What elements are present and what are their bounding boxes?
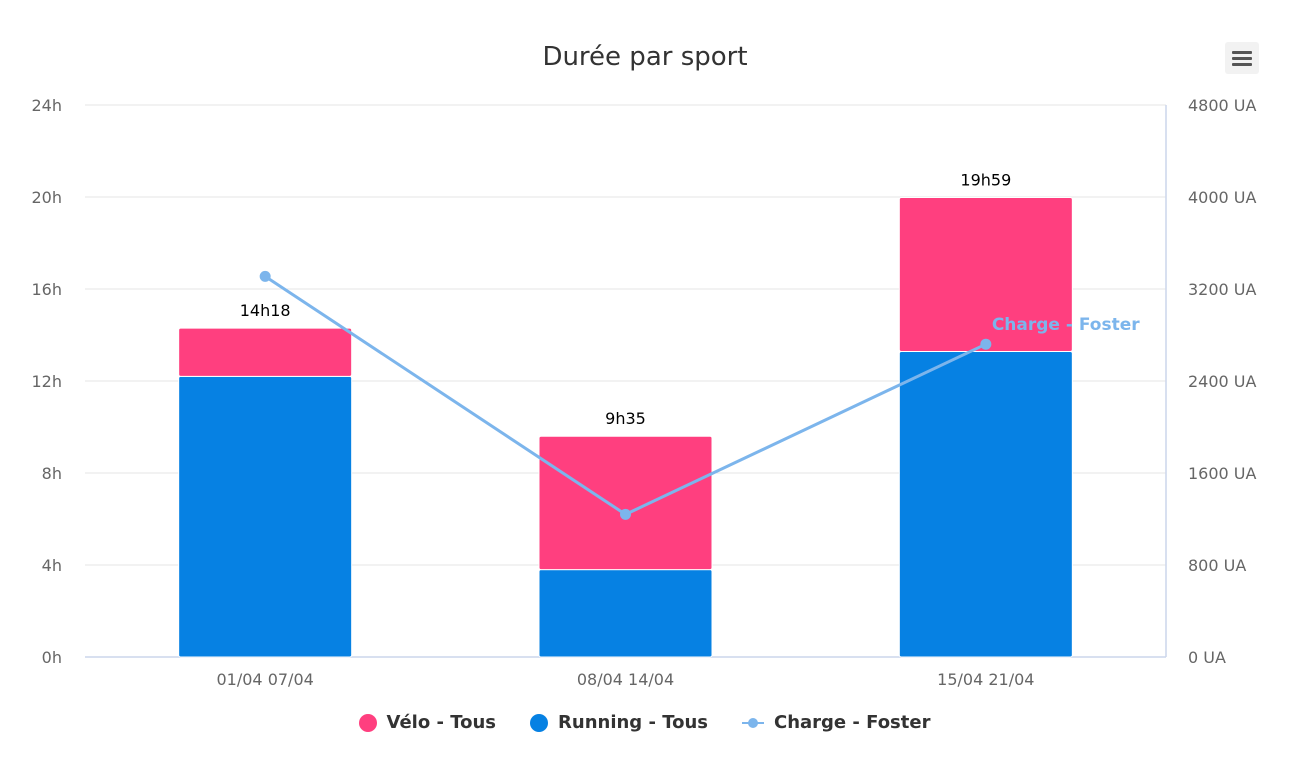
bar-total-label: 19h59 [960,170,1011,189]
y-right-tick-label: 2400 UA [1188,372,1257,391]
legend-symbol-charge [741,714,764,732]
y-right-tick-label: 0 UA [1188,648,1226,667]
legend-label-charge: Charge - Foster [773,712,931,733]
legend-symbol-velo [358,713,377,732]
y-left-tick-label: 20h [32,188,63,207]
chart-title: Durée par sport [542,42,747,72]
line-point [980,338,992,350]
legend: Vélo - Tous Running - Tous Charge - Fost… [0,712,1289,733]
legend-label-velo: Vélo - Tous [386,712,497,733]
y-left-tick-label: 4h [42,556,62,575]
y-left-tick-label: 0h [42,648,62,667]
y-right-tick-label: 4800 UA [1188,96,1257,115]
y-right-tick-label: 800 UA [1188,556,1246,575]
chart-menu-button[interactable] [1225,42,1259,74]
hamburger-icon-bottom [1232,63,1252,66]
bars [178,196,1073,658]
y-left-tick-label: 16h [32,280,63,299]
legend-item-velo[interactable]: Vélo - Tous [358,712,497,733]
bar-running [898,351,1073,658]
bar-running [178,375,353,658]
line-point [259,270,271,282]
y-left-tick-label: 12h [32,372,63,391]
y-left-tick-label: 8h [42,464,62,483]
bar-total-label: 9h35 [605,409,646,428]
y-right-tick-label: 1600 UA [1188,464,1257,483]
bar-total-label: 14h18 [240,301,291,320]
x-tick-label: 15/04 21/04 [937,670,1034,689]
bar-velo [538,435,713,571]
legend-item-charge[interactable]: Charge - Foster [741,712,931,733]
hamburger-icon-middle [1232,57,1252,60]
y-right-tick-label: 4000 UA [1188,188,1257,207]
y-right-tick-label: 3200 UA [1188,280,1257,299]
line-point [620,508,631,520]
bar-velo [178,327,353,377]
bar-running [538,569,713,658]
legend-symbol-running [530,713,549,732]
bar-velo [898,196,1073,353]
legend-label-running: Running - Tous [558,712,708,733]
labels: 14h18 9h35 19h59 Charge - Foster [240,170,1140,428]
y-left-tick-label: 24h [32,96,63,115]
hamburger-icon [1232,51,1252,54]
x-tick-label: 08/04 14/04 [577,670,674,689]
legend-item-running[interactable]: Running - Tous [530,712,708,733]
line-series-label: Charge - Foster [992,315,1140,335]
x-tick-label: 01/04 07/04 [217,670,314,689]
line-series [259,270,992,520]
